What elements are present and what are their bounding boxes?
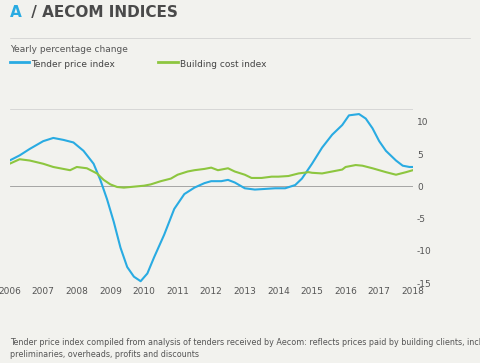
Text: Tender price index: Tender price index <box>31 60 115 69</box>
Text: Yearly percentage change: Yearly percentage change <box>10 45 128 54</box>
Text: / AECOM INDICES: / AECOM INDICES <box>26 5 178 20</box>
Text: Tender price index compiled from analysis of tenders received by Aecom: reflects: Tender price index compiled from analysi… <box>10 338 480 347</box>
Text: preliminaries, overheads, profits and discounts: preliminaries, overheads, profits and di… <box>10 350 199 359</box>
Text: A: A <box>10 5 21 20</box>
Text: Building cost index: Building cost index <box>180 60 266 69</box>
